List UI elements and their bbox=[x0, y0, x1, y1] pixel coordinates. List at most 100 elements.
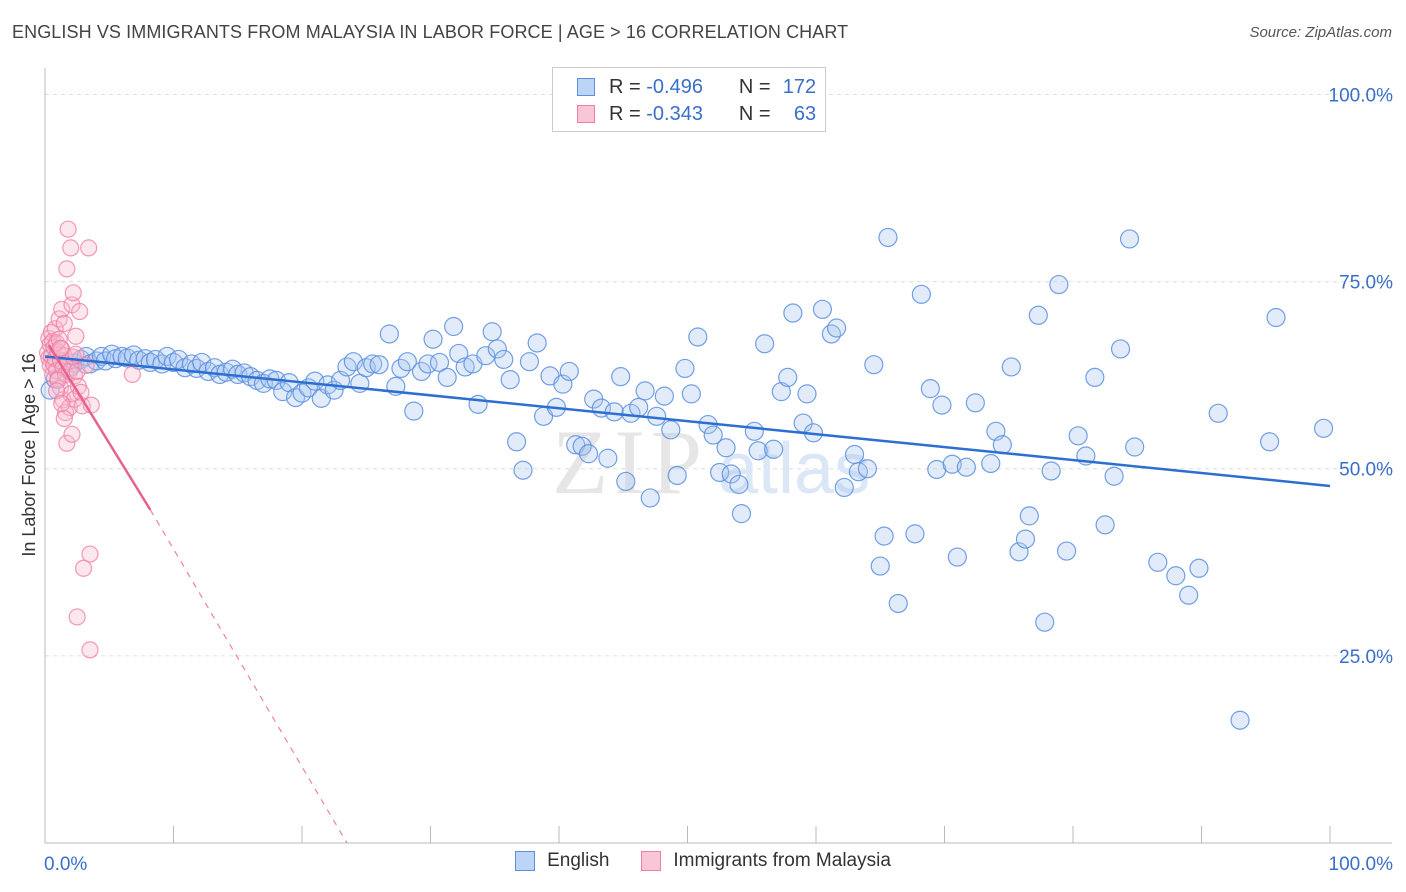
english-point bbox=[635, 381, 655, 401]
malaysia-trend-line bbox=[47, 344, 152, 511]
english-point bbox=[476, 346, 496, 366]
english-point bbox=[487, 339, 507, 359]
english-point bbox=[748, 441, 768, 461]
english-point bbox=[675, 358, 695, 379]
english-point bbox=[942, 454, 962, 474]
english-point bbox=[1125, 437, 1145, 457]
malaysia-swatch bbox=[641, 851, 662, 871]
english-point bbox=[729, 474, 749, 495]
english-point bbox=[716, 438, 736, 458]
english-point bbox=[721, 464, 741, 484]
english-point bbox=[1019, 506, 1039, 526]
english-point bbox=[1095, 515, 1115, 535]
english-point bbox=[1166, 566, 1186, 586]
malaysia-point bbox=[123, 365, 141, 384]
english-point bbox=[1313, 418, 1334, 438]
english-point bbox=[661, 420, 681, 440]
malaysia-point bbox=[64, 348, 82, 366]
r-label: R = bbox=[609, 75, 641, 98]
english-point bbox=[797, 384, 817, 404]
english-point bbox=[1001, 357, 1021, 377]
watermark-atlas: atlas bbox=[718, 429, 870, 509]
english-point bbox=[1110, 339, 1131, 359]
english-point bbox=[444, 316, 464, 337]
english-point bbox=[1179, 585, 1199, 605]
y-tick-label: 75.0% bbox=[1339, 273, 1393, 294]
y-axis-title: In Labor Force | Age > 16 bbox=[19, 353, 39, 556]
malaysia-point bbox=[55, 409, 73, 428]
english-point bbox=[1068, 426, 1088, 446]
english-point bbox=[640, 488, 660, 508]
malaysia-point bbox=[55, 314, 73, 333]
axis-labels: 100.0% 75.0% 50.0% 25.0% 0.0% 100.0% bbox=[44, 85, 1393, 875]
malaysia-point bbox=[64, 284, 82, 302]
english-point bbox=[379, 324, 399, 344]
english-point bbox=[527, 333, 547, 353]
malaysia-swatch bbox=[577, 105, 595, 123]
english-point bbox=[616, 471, 636, 492]
english-point bbox=[932, 395, 952, 415]
source-label: Source: ZipAtlas.com bbox=[1249, 24, 1392, 41]
malaysia-point bbox=[68, 608, 86, 626]
english-point bbox=[688, 327, 708, 347]
axes bbox=[44, 68, 1392, 844]
malaysia-point bbox=[53, 395, 71, 413]
english-point bbox=[363, 354, 383, 374]
malaysia-point bbox=[62, 239, 80, 257]
english-point bbox=[559, 361, 579, 382]
english-point bbox=[905, 524, 925, 544]
malaysia-point bbox=[63, 425, 81, 443]
watermark-zip: ZIP bbox=[552, 411, 708, 513]
n-label: N = bbox=[738, 102, 771, 125]
english-point bbox=[423, 329, 443, 349]
malaysia-point bbox=[58, 434, 76, 452]
english-point bbox=[844, 444, 865, 465]
malaysia-point bbox=[67, 327, 85, 345]
correlation-legend: R = -0.496 N = 172 R = -0.343 N = 63 bbox=[552, 67, 826, 132]
series-legend: English Immigrants from Malaysia bbox=[0, 850, 1406, 872]
english-point bbox=[369, 355, 389, 375]
malaysia-point bbox=[47, 382, 66, 400]
legend-item-english[interactable]: English bbox=[515, 850, 609, 872]
malaysia-point bbox=[51, 339, 70, 357]
english-point bbox=[681, 384, 701, 404]
malaysia-point bbox=[80, 239, 98, 257]
malaysia-trend-extension bbox=[149, 509, 348, 844]
english-point bbox=[857, 459, 878, 479]
legend-label: English bbox=[547, 850, 610, 871]
english-point bbox=[1230, 710, 1250, 730]
english-point bbox=[927, 459, 947, 480]
legend-label: Immigrants from Malaysia bbox=[673, 850, 891, 871]
trend-lines bbox=[44, 344, 1331, 844]
malaysia-point bbox=[81, 641, 99, 659]
english-point bbox=[598, 448, 618, 468]
english-swatch bbox=[515, 851, 536, 871]
english-point bbox=[611, 367, 631, 387]
r-value: -0.496 bbox=[646, 75, 703, 98]
english-point bbox=[124, 345, 144, 365]
chart-title: ENGLISH VS IMMIGRANTS FROM MALAYSIA IN L… bbox=[12, 22, 849, 42]
english-point bbox=[578, 444, 599, 464]
english-point bbox=[956, 457, 976, 477]
english-point bbox=[888, 593, 908, 614]
english-point bbox=[1049, 274, 1069, 295]
english-point bbox=[1028, 305, 1048, 325]
english-point bbox=[604, 402, 624, 422]
english-point bbox=[629, 397, 649, 417]
legend-item-malaysia[interactable]: Immigrants from Malaysia bbox=[641, 850, 891, 872]
n-label: N = bbox=[738, 75, 771, 98]
english-point bbox=[468, 394, 488, 414]
english-point bbox=[703, 425, 723, 445]
english-point bbox=[812, 299, 833, 319]
english-point bbox=[494, 349, 514, 370]
english-point bbox=[1104, 466, 1124, 486]
english-point bbox=[1119, 229, 1140, 249]
malaysia-point bbox=[59, 220, 77, 238]
english-point bbox=[654, 386, 674, 406]
legend-row-malaysia: R = -0.343 N = 63 bbox=[577, 101, 816, 127]
english-point bbox=[920, 379, 940, 399]
english-point bbox=[1035, 612, 1055, 632]
english-point bbox=[731, 504, 752, 524]
english-point bbox=[1189, 558, 1209, 578]
